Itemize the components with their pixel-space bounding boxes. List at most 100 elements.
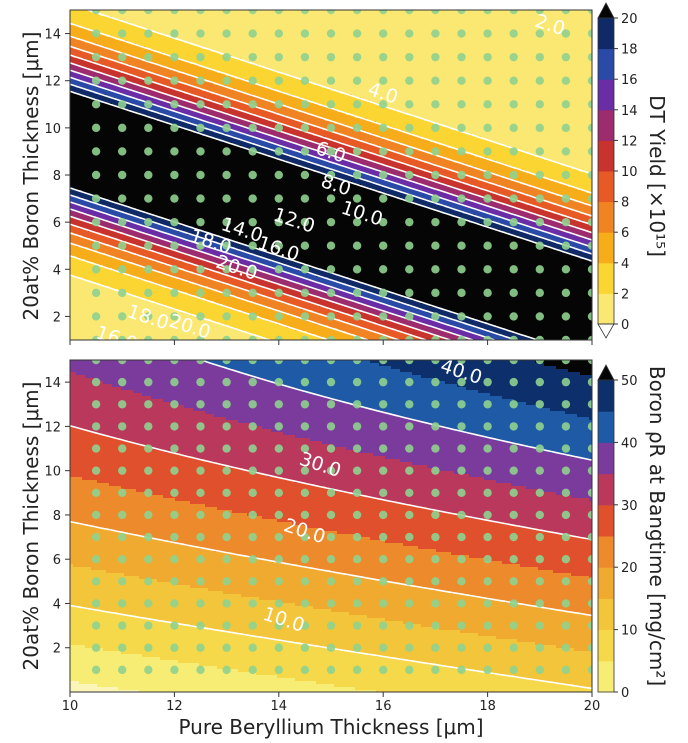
yield-sample-point <box>170 100 179 109</box>
yield-sample-point <box>405 335 414 340</box>
yield-sample-point <box>118 217 127 227</box>
rhor-sample-point <box>587 643 592 652</box>
yield-sample-point <box>509 335 518 340</box>
x-tick-label: 14 <box>271 699 288 714</box>
rhor-sample-point <box>196 555 205 564</box>
rhor-sample-point <box>457 360 466 365</box>
yield-sample-point <box>405 100 414 109</box>
rhor-sample-point <box>118 444 127 453</box>
yield-sample-point <box>509 241 518 250</box>
rhor-sample-point <box>535 555 544 564</box>
yield-sample-point <box>379 29 388 38</box>
rhor-sample-point <box>509 377 518 387</box>
rhor-sample-point <box>144 400 153 409</box>
yield-sample-point <box>118 10 127 15</box>
yield-sample-point <box>144 335 153 340</box>
yield-sample-point <box>405 217 414 227</box>
rhor-sample-point <box>144 643 153 652</box>
rhor-y-tick-label: 8 <box>53 509 61 524</box>
rhor-sample-point <box>170 444 179 453</box>
yield-sample-point <box>587 241 592 250</box>
rhor-sample-point <box>561 422 571 431</box>
rhor-sample-point <box>222 643 231 652</box>
rhor-sample-point <box>561 377 571 387</box>
rhor-sample-point <box>587 665 592 675</box>
yield-sample-point <box>352 288 362 298</box>
yield-sample-point <box>248 147 257 156</box>
rhor-sample-point <box>561 577 571 586</box>
yield-sample-point <box>379 194 388 203</box>
rhor-sample-point <box>352 466 362 475</box>
yield-sample-point <box>405 288 414 298</box>
rhor-sample-point <box>326 422 336 431</box>
yield-sample-point <box>535 241 544 250</box>
yield-sample-point <box>144 100 153 109</box>
yield-sample-point <box>300 194 310 203</box>
yield-sample-point <box>248 76 257 85</box>
rhor-sample-point <box>248 400 257 409</box>
rhor-sample-point <box>222 555 231 564</box>
rhor-sample-point <box>483 444 492 453</box>
yield-sample-point <box>91 265 101 274</box>
rhor-sample-point <box>118 377 127 387</box>
yield-sample-point <box>352 194 362 203</box>
yield-sample-point <box>326 241 336 250</box>
rhor-colorbar-tick-label: 20 <box>621 561 638 576</box>
rhor-sample-point <box>431 466 440 475</box>
yield-colorbar-segment <box>598 140 614 172</box>
yield-sample-point <box>457 29 466 38</box>
rhor-sample-points <box>91 360 592 675</box>
rhor-sample-point <box>483 377 492 387</box>
yield-sample-point <box>300 265 310 274</box>
rhor-sample-point <box>483 400 492 409</box>
yield-sample-point <box>196 76 205 85</box>
yield-sample-point <box>248 241 257 250</box>
yield-sample-point <box>326 288 336 298</box>
rhor-sample-point <box>326 532 336 542</box>
rhor-sample-point <box>144 360 153 365</box>
yield-sample-point <box>248 265 257 274</box>
yield-sample-point <box>170 147 179 156</box>
yield-sample-point <box>587 288 592 298</box>
rhor-sample-point <box>483 510 492 520</box>
rhor-sample-point <box>509 444 518 453</box>
rhor-sample-point <box>405 377 414 387</box>
yield-sample-point <box>587 170 592 180</box>
yield-sample-point <box>222 29 231 38</box>
yield-sample-point <box>326 10 336 15</box>
yield-y-ticks: 2 4 6 8 10 12 14 <box>44 28 70 325</box>
rhor-sample-point <box>561 555 571 564</box>
yield-sample-point <box>144 194 153 203</box>
rhor-sample-point <box>483 360 492 365</box>
rhor-sample-point <box>535 360 544 365</box>
yield-sample-point <box>248 194 257 203</box>
yield-sample-point <box>118 265 127 274</box>
rhor-sample-point <box>144 577 153 586</box>
yield-sample-point <box>196 123 205 133</box>
yield-sample-point <box>170 217 179 227</box>
rhor-sample-point <box>222 577 231 586</box>
rhor-sample-point <box>91 400 101 409</box>
rhor-sample-point <box>587 466 592 475</box>
rhor-sample-point <box>326 665 336 675</box>
yield-sample-point <box>431 170 440 180</box>
yield-sample-point <box>509 123 518 133</box>
yield-sample-point <box>561 217 571 227</box>
yield-sample-point <box>300 100 310 109</box>
rhor-sample-point <box>144 466 153 475</box>
yield-sample-point <box>144 312 153 321</box>
rhor-sample-point <box>352 532 362 542</box>
rhor-sample-point <box>431 510 440 520</box>
rhor-sample-point <box>222 621 231 630</box>
yield-sample-point <box>561 288 571 298</box>
yield-sample-point <box>222 10 231 15</box>
rhor-sample-point <box>274 466 283 475</box>
x-tick-label: 10 <box>62 699 79 714</box>
yield-sample-point <box>509 147 518 156</box>
rhor-sample-point <box>457 577 466 586</box>
yield-y-axis-label: 20at% Boron Thickness [μm] <box>19 32 43 321</box>
yield-colorbar-segment <box>598 171 614 203</box>
yield-sample-point <box>170 241 179 250</box>
rhor-sample-point <box>352 621 362 630</box>
